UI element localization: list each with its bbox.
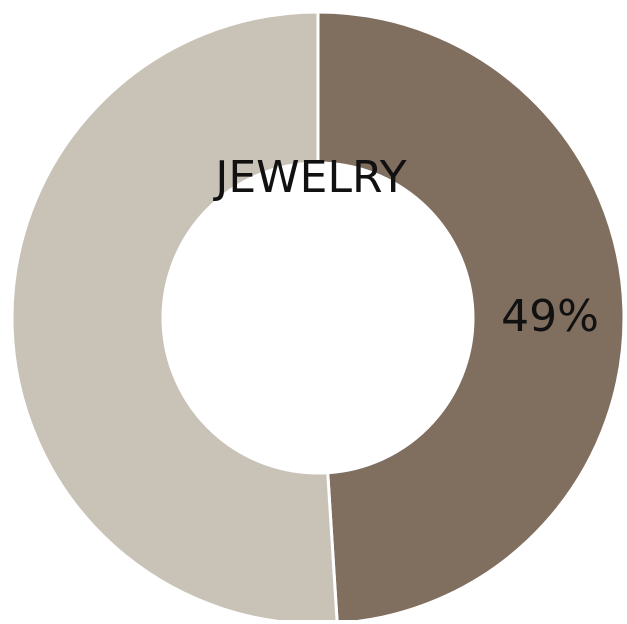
chart-title: JEWELRY xyxy=(212,152,406,203)
donut-slice-1 xyxy=(12,12,337,620)
slice-data-label: 49% xyxy=(501,291,599,342)
